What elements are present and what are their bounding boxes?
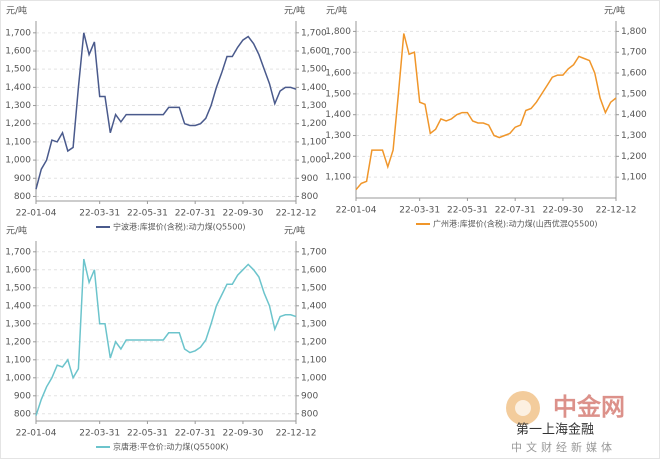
- chart: 800 900 1,000 1,100 1,200 1,300 1,400 1,500 1,60…: [5, 225, 327, 452]
- y-tick-label: 1,500: [5, 65, 31, 75]
- watermark-line: 第一上海金融: [516, 422, 594, 438]
- y2-tick-label: 1,600: [301, 47, 327, 57]
- logo: [515, 400, 531, 416]
- x-tick-label: 22-12-12: [276, 429, 317, 439]
- y2-tick-label: 1,500: [621, 89, 647, 99]
- y-tick-label: 900: [14, 174, 31, 184]
- y-tick-label: 800: [14, 192, 31, 202]
- y-tick-label: 1,200: [5, 119, 31, 129]
- y2-tick-label: 800: [301, 409, 318, 419]
- y-tick-label: 900: [14, 391, 31, 401]
- y-tick-label: 1,100: [325, 173, 351, 183]
- y-unit: 元/吨: [326, 5, 347, 17]
- data-line: [35, 258, 297, 416]
- y-tick-label: 1,700: [5, 28, 31, 38]
- y-tick-label: 1,300: [325, 131, 351, 141]
- y2-tick-label: 1,300: [621, 131, 647, 141]
- y-tick-label: 1,400: [325, 110, 351, 120]
- y-tick-label: 1,000: [5, 156, 31, 166]
- y2-tick-label: 1,700: [301, 247, 327, 257]
- data-line: [355, 33, 617, 191]
- y2-unit: 元/吨: [604, 5, 625, 17]
- y-tick-label: 1,500: [5, 283, 31, 293]
- y2-tick-label: 1,400: [301, 301, 327, 311]
- y2-tick-label: 1,200: [621, 152, 647, 162]
- watermark-line: 中文财经新媒体: [511, 440, 616, 454]
- x-tick-label: 22-01-04: [16, 429, 57, 439]
- x-tick-label: 22-05-31: [127, 209, 168, 219]
- y2-tick-label: 900: [301, 391, 318, 401]
- y2-tick-label: 1,500: [301, 283, 327, 293]
- y2-tick-label: 1,400: [621, 110, 647, 120]
- y2-tick-label: 800: [301, 192, 318, 202]
- y2-tick-label: 1,200: [301, 119, 327, 129]
- y2-tick-label: 1,300: [301, 101, 327, 111]
- y-tick-label: 1,100: [5, 137, 31, 147]
- y-tick-label: 1,400: [5, 83, 31, 93]
- y2-tick-label: 1,700: [301, 28, 327, 38]
- y-tick-label: 1,000: [5, 373, 31, 383]
- y2-tick-label: 1,000: [301, 373, 327, 383]
- y-tick-label: 1,800: [325, 27, 351, 37]
- y2-unit: 元/吨: [284, 225, 305, 237]
- y2-tick-label: 1,800: [621, 27, 647, 37]
- y2-tick-label: 900: [301, 174, 318, 184]
- x-tick-label: 22-09-30: [223, 209, 264, 219]
- x-tick-label: 22-05-31: [127, 429, 168, 439]
- y2-tick-label: 1,300: [301, 319, 327, 329]
- y-tick-label: 1,600: [5, 265, 31, 275]
- x-tick-label: 22-07-31: [175, 429, 216, 439]
- y2-tick-label: 1,100: [621, 173, 647, 183]
- y2-tick-label: 1,000: [301, 156, 327, 166]
- x-tick-label: 22-03-31: [399, 206, 440, 216]
- x-tick-label: 22-03-31: [79, 429, 120, 439]
- x-tick-label: 22-07-31: [175, 209, 216, 219]
- y-tick-label: 1,100: [5, 355, 31, 365]
- y-tick-label: 1,400: [5, 301, 31, 311]
- y2-tick-label: 1,100: [301, 355, 327, 365]
- y2-tick-label: 1,700: [621, 48, 647, 58]
- y-tick-label: 1,600: [5, 47, 31, 57]
- y-tick-label: 800: [14, 409, 31, 419]
- chart: 1,100 1,200 1,300 1,400 1,500 1,600 1,700 1,800…: [325, 5, 647, 229]
- y2-tick-label: 1,400: [301, 83, 327, 93]
- watermark-brand: 中金网: [553, 393, 625, 421]
- x-tick-label: 22-01-04: [16, 209, 57, 219]
- x-tick-label: 22-05-31: [447, 206, 488, 216]
- y2-tick-label: 1,200: [301, 337, 327, 347]
- y-unit: 元/吨: [6, 5, 27, 17]
- x-tick-label: 22-01-04: [336, 206, 377, 216]
- y2-tick-label: 1,600: [301, 265, 327, 275]
- y-tick-label: 1,300: [5, 319, 31, 329]
- y-tick-label: 1,500: [325, 89, 351, 99]
- y-unit: 元/吨: [6, 225, 27, 237]
- y2-tick-label: 1,600: [621, 69, 647, 79]
- x-tick-label: 22-07-31: [495, 206, 536, 216]
- x-tick-label: 22-09-30: [543, 206, 584, 216]
- y-tick-label: 1,200: [5, 337, 31, 347]
- y2-tick-label: 1,500: [301, 65, 327, 75]
- chart: 800 900 1,000 1,100 1,200 1,300 1,400 1,500 1,60…: [5, 5, 327, 232]
- x-tick-label: 22-03-31: [79, 209, 120, 219]
- y-tick-label: 1,300: [5, 101, 31, 111]
- y2-tick-label: 1,100: [301, 137, 327, 147]
- legend-label: 广州港:库提价(含税):动力煤(山西优混Q5500): [433, 219, 598, 229]
- y-tick-label: 1,200: [325, 152, 351, 162]
- y-tick-label: 1,600: [325, 69, 351, 79]
- legend-label: 宁波港:库提价(含税):动力煤(Q5500): [113, 222, 246, 232]
- y-tick-label: 1,700: [5, 247, 31, 257]
- data-line: [35, 32, 297, 190]
- x-tick-label: 22-12-12: [596, 206, 637, 216]
- x-tick-label: 22-12-12: [276, 209, 317, 219]
- legend-label: 京唐港:平仓价:动力煤(Q5500K): [113, 442, 229, 452]
- x-tick-label: 22-09-30: [223, 429, 264, 439]
- watermark: 中金网 第一上海金融 中文财经新媒体: [506, 391, 625, 454]
- y2-unit: 元/吨: [284, 5, 305, 17]
- y-tick-label: 1,700: [325, 48, 351, 58]
